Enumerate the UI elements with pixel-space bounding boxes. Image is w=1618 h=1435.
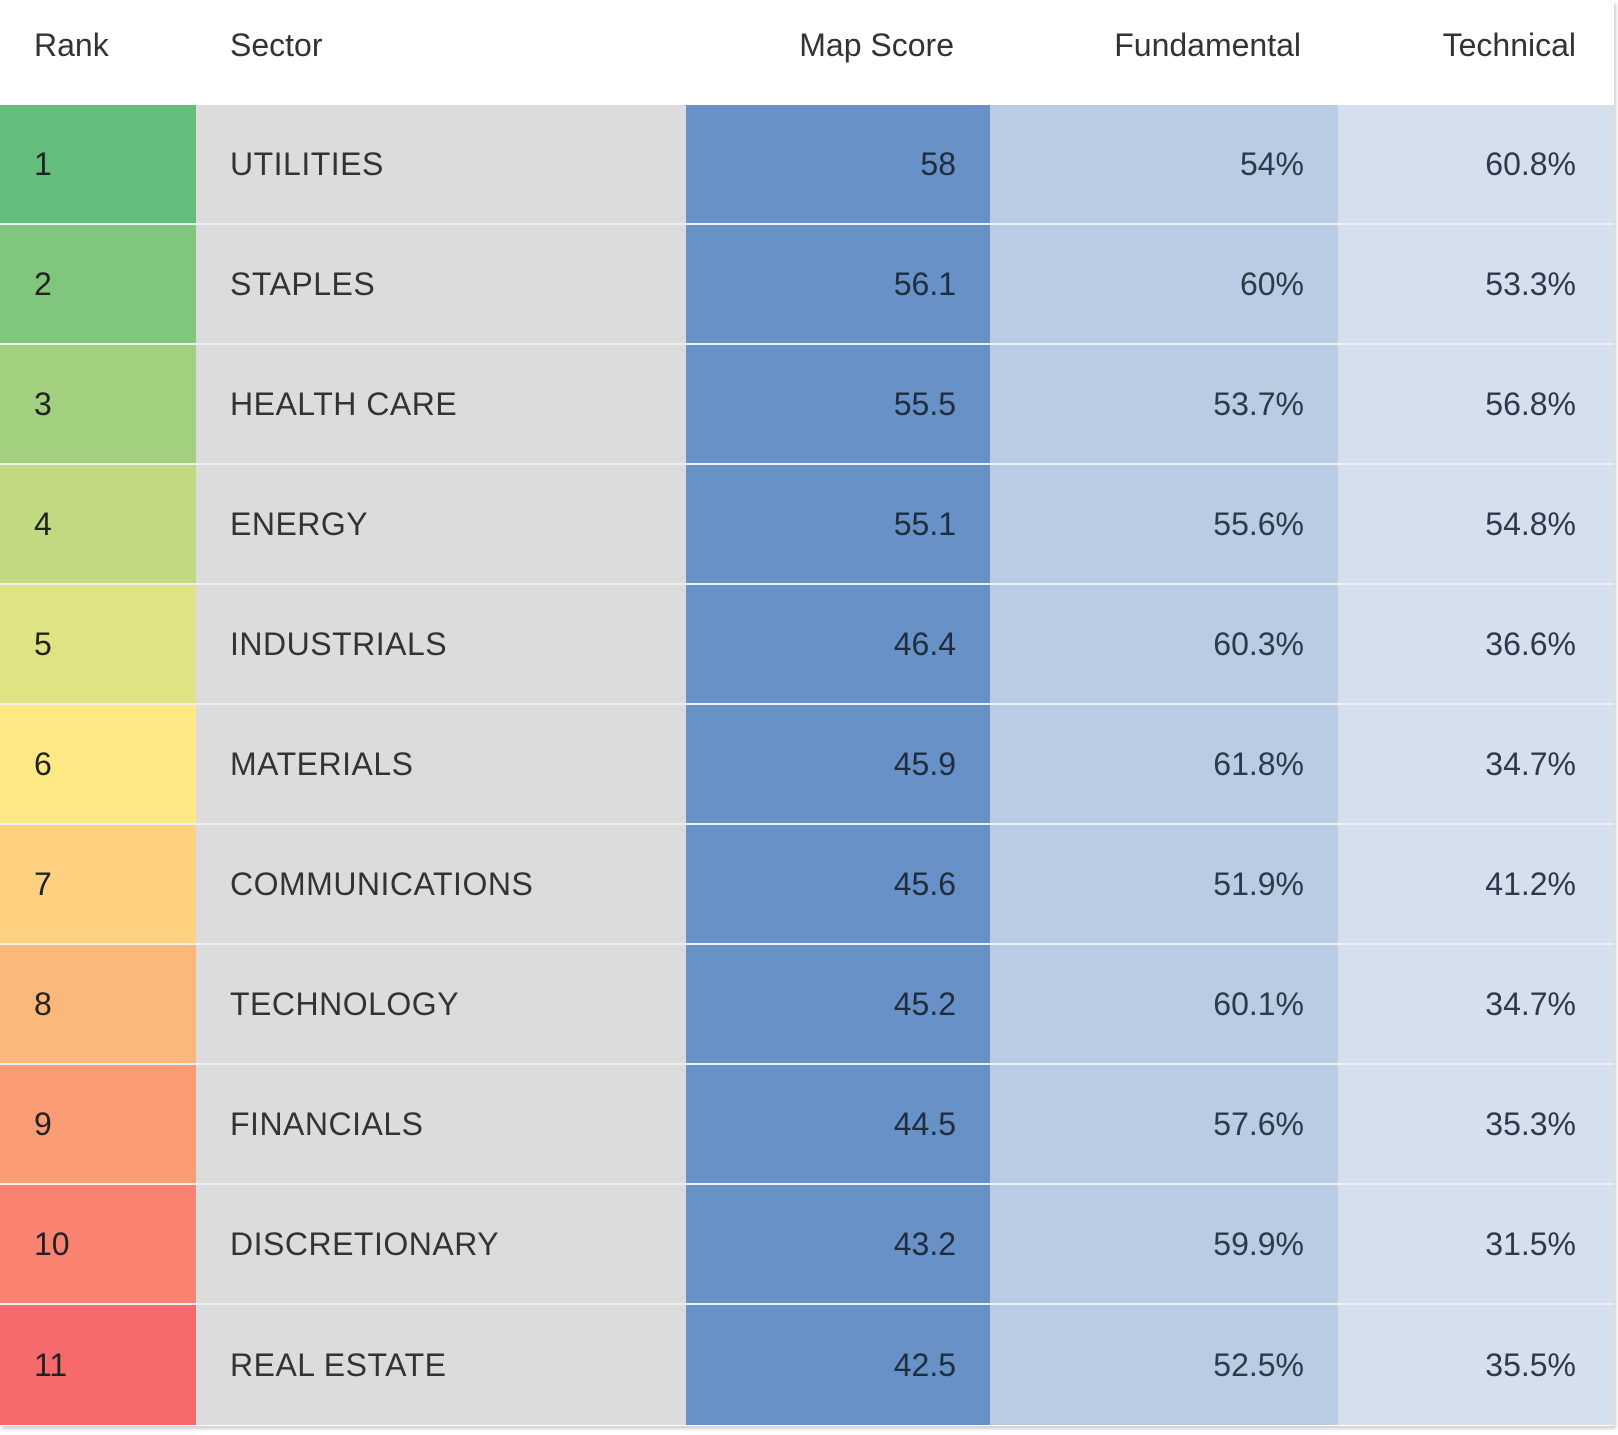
technical-cell: 60.8% — [1338, 105, 1614, 223]
rank-cell: 6 — [0, 705, 196, 823]
table-row[interactable]: 11 REAL ESTATE 42.5 52.5% 35.5% — [0, 1305, 1614, 1425]
fundamental-cell: 55.6% — [990, 465, 1338, 583]
technical-cell: 34.7% — [1338, 945, 1614, 1063]
column-header-fundamental[interactable]: Fundamental — [1114, 27, 1301, 63]
table-row[interactable]: 6 MATERIALS 45.9 61.8% 34.7% — [0, 705, 1614, 825]
sector-cell: MATERIALS — [196, 705, 686, 823]
fundamental-cell: 60.1% — [990, 945, 1338, 1063]
sector-cell: INDUSTRIALS — [196, 585, 686, 703]
rank-cell: 8 — [0, 945, 196, 1063]
fundamental-cell: 54% — [990, 105, 1338, 223]
fundamental-cell: 61.8% — [990, 705, 1338, 823]
sector-cell: TECHNOLOGY — [196, 945, 686, 1063]
rank-cell: 11 — [0, 1305, 196, 1425]
map-score-cell: 46.4 — [686, 585, 990, 703]
fundamental-cell: 51.9% — [990, 825, 1338, 943]
map-score-cell: 44.5 — [686, 1065, 990, 1183]
table-row[interactable]: 5 INDUSTRIALS 46.4 60.3% 36.6% — [0, 585, 1614, 705]
sector-cell: FINANCIALS — [196, 1065, 686, 1183]
table-row[interactable]: 7 COMMUNICATIONS 45.6 51.9% 41.2% — [0, 825, 1614, 945]
table-row[interactable]: 10 DISCRETIONARY 43.2 59.9% 31.5% — [0, 1185, 1614, 1305]
table-row[interactable]: 8 TECHNOLOGY 45.2 60.1% 34.7% — [0, 945, 1614, 1065]
technical-cell: 41.2% — [1338, 825, 1614, 943]
table-row[interactable]: 9 FINANCIALS 44.5 57.6% 35.3% — [0, 1065, 1614, 1185]
sector-cell: ENERGY — [196, 465, 686, 583]
map-score-cell: 45.9 — [686, 705, 990, 823]
map-score-cell: 43.2 — [686, 1185, 990, 1303]
sector-cell: STAPLES — [196, 225, 686, 343]
table-row[interactable]: 2 STAPLES 56.1 60% 53.3% — [0, 225, 1614, 345]
technical-cell: 36.6% — [1338, 585, 1614, 703]
fundamental-cell: 57.6% — [990, 1065, 1338, 1183]
technical-cell: 34.7% — [1338, 705, 1614, 823]
table-row[interactable]: 1 UTILITIES 58 54% 60.8% — [0, 105, 1614, 225]
map-score-cell: 55.5 — [686, 345, 990, 463]
rank-cell: 10 — [0, 1185, 196, 1303]
sector-cell: REAL ESTATE — [196, 1305, 686, 1425]
column-header-map-score[interactable]: Map Score — [799, 27, 954, 63]
technical-cell: 35.3% — [1338, 1065, 1614, 1183]
sector-cell: DISCRETIONARY — [196, 1185, 686, 1303]
rank-cell: 7 — [0, 825, 196, 943]
technical-cell: 54.8% — [1338, 465, 1614, 583]
sector-cell: UTILITIES — [196, 105, 686, 223]
rank-cell: 3 — [0, 345, 196, 463]
table-row[interactable]: 3 HEALTH CARE 55.5 53.7% 56.8% — [0, 345, 1614, 465]
table-header: Rank Sector Map Score Fundamental Techni… — [0, 0, 1614, 105]
map-score-cell: 45.6 — [686, 825, 990, 943]
column-header-sector[interactable]: Sector — [230, 27, 323, 63]
technical-cell: 53.3% — [1338, 225, 1614, 343]
technical-cell: 31.5% — [1338, 1185, 1614, 1303]
sector-cell: COMMUNICATIONS — [196, 825, 686, 943]
map-score-cell: 45.2 — [686, 945, 990, 1063]
technical-cell: 35.5% — [1338, 1305, 1614, 1425]
rank-cell: 9 — [0, 1065, 196, 1183]
sector-cell: HEALTH CARE — [196, 345, 686, 463]
table-body: 1 UTILITIES 58 54% 60.8% 2 STAPLES 56.1 … — [0, 105, 1614, 1425]
fundamental-cell: 60% — [990, 225, 1338, 343]
rank-cell: 5 — [0, 585, 196, 703]
rank-cell: 4 — [0, 465, 196, 583]
column-header-rank[interactable]: Rank — [34, 27, 109, 63]
map-score-cell: 56.1 — [686, 225, 990, 343]
technical-cell: 56.8% — [1338, 345, 1614, 463]
map-score-cell: 42.5 — [686, 1305, 990, 1425]
rank-cell: 2 — [0, 225, 196, 343]
fundamental-cell: 53.7% — [990, 345, 1338, 463]
map-score-cell: 55.1 — [686, 465, 990, 583]
map-score-cell: 58 — [686, 105, 990, 223]
rank-cell: 1 — [0, 105, 196, 223]
table-row[interactable]: 4 ENERGY 55.1 55.6% 54.8% — [0, 465, 1614, 585]
fundamental-cell: 59.9% — [990, 1185, 1338, 1303]
fundamental-cell: 52.5% — [990, 1305, 1338, 1425]
column-header-technical[interactable]: Technical — [1442, 27, 1576, 63]
fundamental-cell: 60.3% — [990, 585, 1338, 703]
